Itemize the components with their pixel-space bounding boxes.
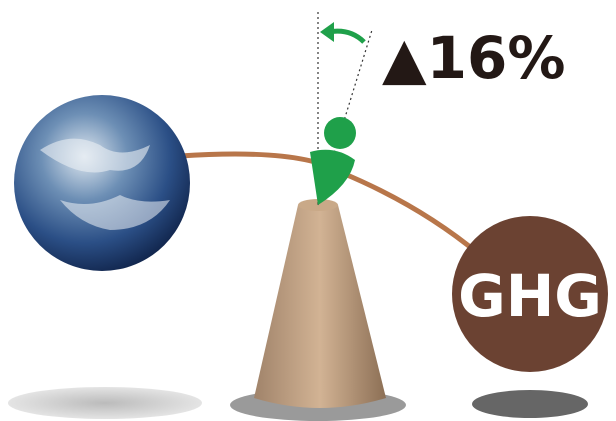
ghg-label: GHG [458,262,602,330]
ghg-weight [452,216,608,372]
cloud [40,138,150,173]
figure-body [310,149,355,205]
tilt-arrowhead [320,22,334,42]
annotation: ▲16% [382,24,565,92]
shadow [472,390,588,418]
earth [14,95,190,271]
shadow [8,387,202,419]
figure-head [324,117,356,149]
cloud [60,195,170,230]
fulcrum [254,205,386,408]
